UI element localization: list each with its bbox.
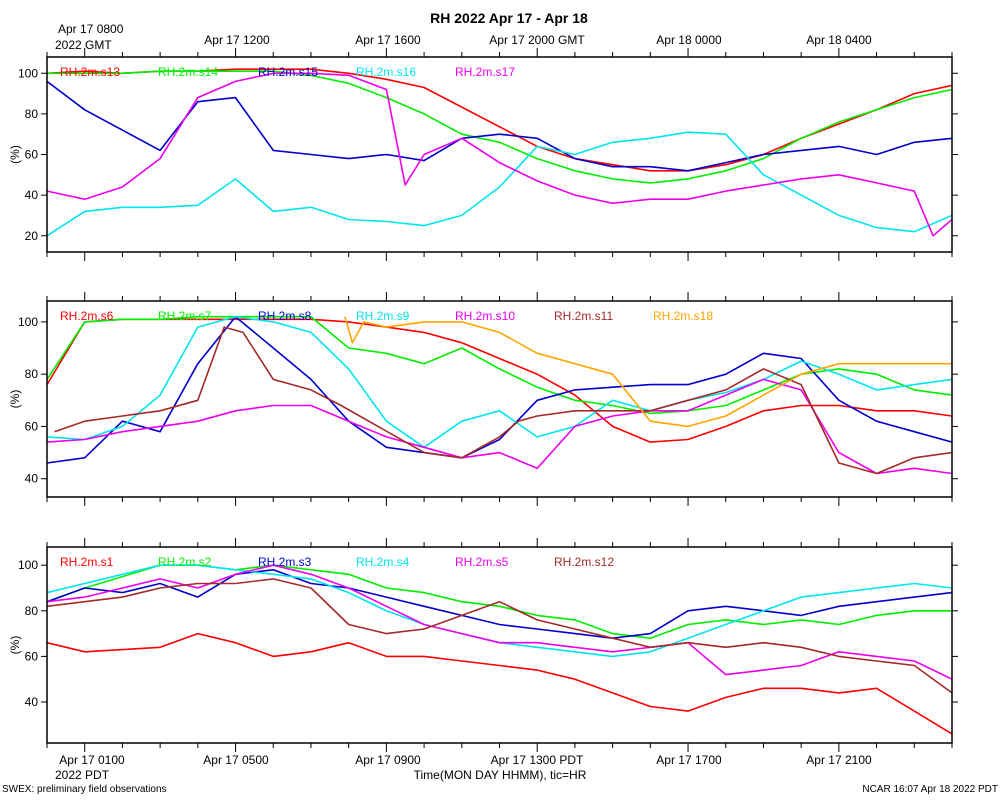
series-line-rh-2m-s8 xyxy=(47,315,952,464)
y-tick-label: 100 xyxy=(18,558,38,572)
legend-entry: RH.2m.s4 xyxy=(356,555,410,569)
legend-entry: RH.2m.s10 xyxy=(455,309,515,323)
bottom-axis-label-3: Apr 17 1300 PDT xyxy=(491,753,584,767)
series-line-rh-2m-s7 xyxy=(47,315,952,415)
y-tick-label: 60 xyxy=(25,419,39,433)
x-axis-title: Time(MON DAY HHMM), tic=HR xyxy=(414,768,587,782)
y-tick-label: 80 xyxy=(25,604,39,618)
legend-entry: RH.2m.s9 xyxy=(356,309,410,323)
legend-entry: RH.2m.s8 xyxy=(258,309,312,323)
legend-entry: RH.2m.s5 xyxy=(455,555,509,569)
bottom-axis-label-2: Apr 17 0900 xyxy=(355,753,421,767)
y-tick-label: 20 xyxy=(25,229,39,243)
series-line-rh-2m-s15 xyxy=(47,80,952,172)
bottom-axis-label-4: Apr 17 1700 xyxy=(656,753,722,767)
top-axis-sublabel: 2022 GMT xyxy=(55,38,112,52)
top-axis-label-0: Apr 17 0800 xyxy=(58,22,124,36)
y-tick-label: 60 xyxy=(25,649,39,663)
series-line-rh-2m-s11 xyxy=(54,326,952,475)
series-line-rh-2m-s1 xyxy=(47,632,952,735)
y-axis-label: (%) xyxy=(8,390,22,409)
legend-entry: RH.2m.s2 xyxy=(158,555,212,569)
legend-entry: RH.2m.s11 xyxy=(554,309,613,323)
legend-entry: RH.2m.s16 xyxy=(356,65,416,79)
y-tick-label: 40 xyxy=(25,695,39,709)
legend-entry: RH.2m.s17 xyxy=(455,65,515,79)
series-line-rh-2m-s3 xyxy=(47,568,952,640)
top-axis-label-2: Apr 17 1600 xyxy=(355,33,421,47)
y-tick-label: 40 xyxy=(25,188,39,202)
plot-frame xyxy=(46,56,953,253)
panel-3: 40 60 80 100 (%) RH.2m.s1 RH.2m.s2 RH.2m.s3 RH.2… xyxy=(8,538,958,752)
top-axis-label-5: Apr 18 0400 xyxy=(806,33,872,47)
panel-1: 20 40 60 80 100 (%) RH.2m.s13 RH.2m.s14 RH.2m.s1… xyxy=(8,48,958,261)
y-tick-label: 40 xyxy=(25,472,39,486)
series-line-rh-2m-s9 xyxy=(47,315,952,449)
bottom-axis-label-0: Apr 17 0100 xyxy=(59,753,125,767)
footer-left: SWEX: preliminary field observations xyxy=(2,784,167,795)
bottom-axis-label-1: Apr 17 0500 xyxy=(203,753,269,767)
legend-entry: RH.2m.s14 xyxy=(158,65,218,79)
series-line-rh-2m-s5 xyxy=(47,564,952,680)
top-axis-label-1: Apr 17 1200 xyxy=(204,33,270,47)
y-tick-label: 80 xyxy=(25,107,39,121)
top-axis-label-4: Apr 18 0000 xyxy=(656,33,722,47)
series-line-rh-2m-s6 xyxy=(47,318,952,443)
y-axis-label: (%) xyxy=(8,636,22,655)
legend-entry: RH.2m.s7 xyxy=(158,309,212,323)
plot-panels: 20 40 60 80 100 (%) RH.2m.s13 RH.2m.s14 RH.2m.s1… xyxy=(8,48,958,752)
plot-frame xyxy=(46,300,953,498)
series-line-rh-2m-s17 xyxy=(47,72,952,237)
legend-entry: RH.2m.s3 xyxy=(258,555,312,569)
bottom-axis-label-5: Apr 17 2100 xyxy=(806,753,872,767)
series-line-rh-2m-s14 xyxy=(47,70,952,184)
legend-entry: RH.2m.s13 xyxy=(60,65,120,79)
chart-title: RH 2022 Apr 17 - Apr 18 xyxy=(430,10,588,26)
series-line-rh-2m-s10 xyxy=(47,378,952,475)
y-tick-label: 100 xyxy=(18,315,38,329)
panel-2: 40 60 80 100 (%) RH.2m.s6 RH.2m.s7 RH.2m.s8 RH.2… xyxy=(8,292,958,506)
series-line-rh-2m-s12 xyxy=(47,578,952,694)
footer-right: NCAR 16:07 Apr 18 2022 PDT xyxy=(862,784,998,795)
y-tick-label: 80 xyxy=(25,367,39,381)
legend-entry: RH.2m.s1 xyxy=(60,555,114,569)
y-axis-label: (%) xyxy=(8,145,22,164)
series-line-rh-2m-s18 xyxy=(344,316,952,428)
legend-entry: RH.2m.s18 xyxy=(653,309,713,323)
legend-entry: RH.2m.s6 xyxy=(60,309,114,323)
y-tick-label: 60 xyxy=(25,148,39,162)
series-line-rh-2m-s16 xyxy=(47,131,952,237)
legend-entry: RH.2m.s15 xyxy=(258,65,318,79)
y-tick-label: 100 xyxy=(18,66,38,80)
legend-entry: RH.2m.s12 xyxy=(554,555,614,569)
plot-frame xyxy=(46,546,953,744)
bottom-axis-sublabel: 2022 PDT xyxy=(55,768,110,782)
top-axis-label-3: Apr 17 2000 GMT xyxy=(489,33,585,47)
